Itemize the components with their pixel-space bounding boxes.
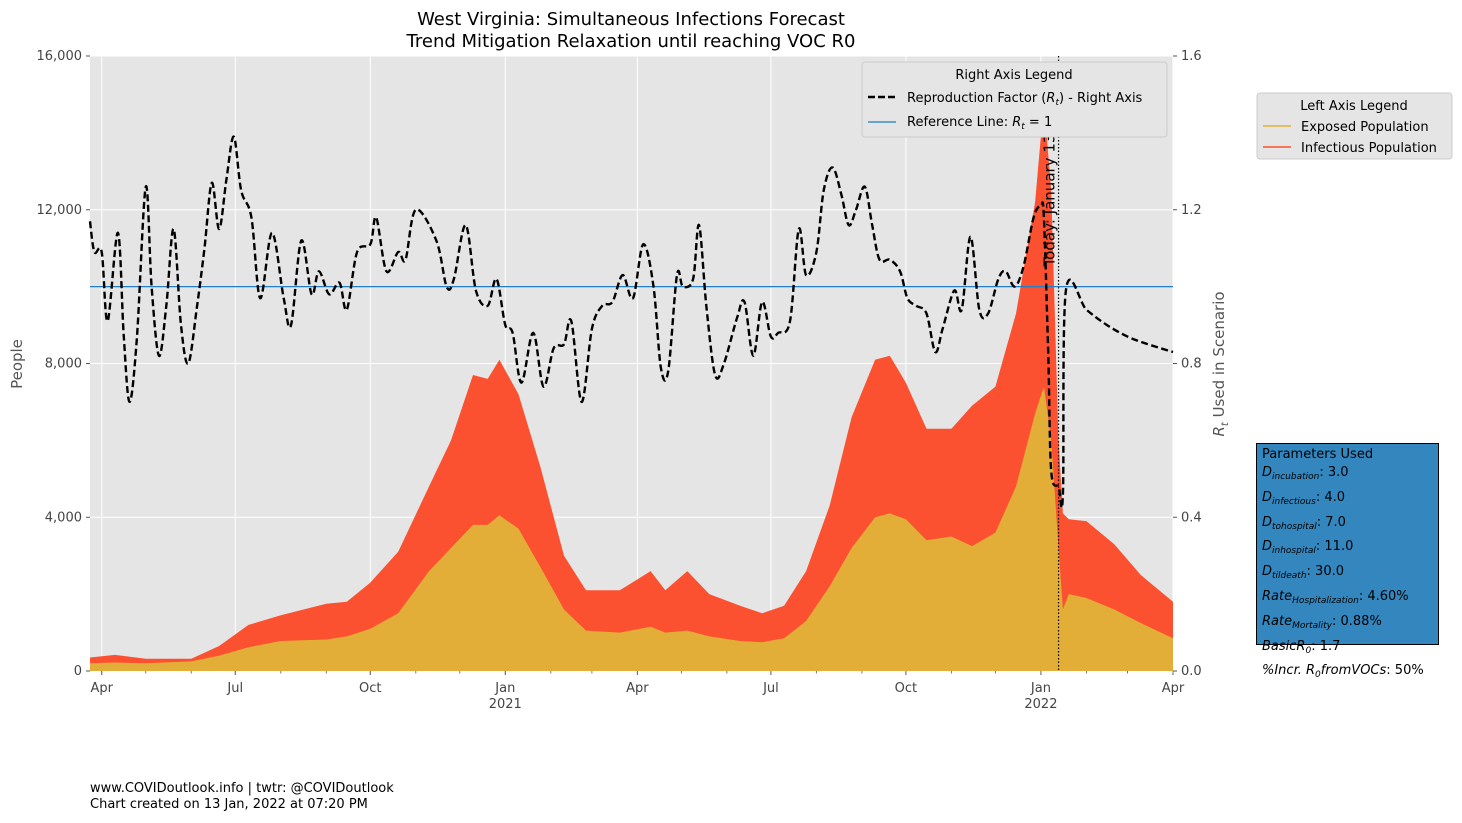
left-tick-label: 16,000 [37,49,83,64]
parameter-subscript: tohospital [1272,521,1317,532]
right-tick-label: 1.6 [1181,49,1202,64]
x-tick-label: Apr [626,681,649,696]
parameter-row: Dtildeath: 30.0 [1262,562,1433,587]
left-tick-label: 0 [74,664,82,679]
parameter-value: : 30.0 [1306,564,1345,580]
parameter-name: D [1262,539,1273,555]
left-tick-label: 12,000 [37,203,83,218]
x-tick-label: Jul [762,681,779,696]
parameter-name: D [1262,465,1273,480]
x-tick-label: Jul [226,681,243,696]
right-tick-label: 1.2 [1181,203,1202,218]
x-tick-label: Apr [90,681,113,696]
parameter-subscript: Mortality [1292,620,1332,631]
parameter-row: BasicR0: 1.7 [1262,637,1433,662]
parameter-subscript: 0 [1315,670,1321,681]
parameter-value: : 4.0 [1315,489,1345,505]
parameter-name: D [1262,514,1273,530]
right-axis-label: Rt Used in Scenario [1210,291,1231,436]
legend-rt-label: Reproduction Factor (Rt) - Right Axis [907,91,1143,108]
x-tick-label: Apr [1162,681,1185,696]
footer-created-date: Chart created on 13 Jan, 2022 at 07:20 P… [90,797,368,812]
parameter-name: D [1262,564,1273,580]
right-tick-label: 0.0 [1181,664,1202,679]
left-tick-label: 4,000 [45,510,82,525]
parameter-row: Dtohospital: 7.0 [1262,513,1433,538]
legend-exposed-label: Exposed Population [1301,120,1429,135]
rt-line [88,135,1174,509]
left-axis-legend: Left Axis Legend Exposed Population Infe… [1256,92,1453,160]
parameter-subscript: infectious [1272,496,1316,507]
parameters-list: Dincubation: 3.0 Dinfectious: 4.0 Dtohospi… [1262,463,1433,686]
x-tick-label: Oct [359,681,381,696]
x-tick-label: Jan [494,681,515,696]
parameter-name: Rate [1262,613,1293,629]
chart-title-line1: West Virginia: Simultaneous Infections F… [417,9,845,30]
axes: 0 4,000 8,000 12,000 16,000 0.0 0.4 0.8 1.2 1.6 Ap… [37,49,1202,712]
right-tick-label: 0.4 [1181,510,1202,525]
parameter-name: %Incr. R [1262,663,1316,679]
parameter-name: D [1262,489,1273,505]
parameter-subscript: 0 [1305,645,1312,656]
gridlines [90,55,1174,672]
left-legend-box [1256,92,1453,160]
left-tick-label: 8,000 [45,357,82,372]
parameter-row: Dinhospital: 11.0 [1262,537,1433,562]
parameter-subscript: Hospitalization [1292,595,1359,606]
legend-infectious-label: Infectious Population [1301,141,1437,156]
left-legend-title: Left Axis Legend [1300,99,1407,114]
parameter-subscript: incubation [1272,472,1320,482]
left-axis-label: People [8,339,26,389]
parameter-name: Rate [1262,588,1293,604]
parameter-subscript: inhospital [1272,546,1316,557]
parameter-row: RateMortality: 0.88% [1262,612,1433,637]
parameter-value: : 3.0 [1319,465,1349,480]
parameter-subscript: tildeath [1272,571,1307,582]
parameter-value: : 7.0 [1316,514,1346,530]
line-series [88,56,1174,671]
parameter-name: BasicR [1262,638,1306,654]
footer-credits: www.COVIDoutlook.info | twtr: @COVIDoutl… [90,781,394,796]
right-axis-legend: Right Axis Legend Reproduction Factor (R… [861,61,1168,138]
x-year-label: 2022 [1024,697,1057,712]
right-legend-title: Right Axis Legend [955,68,1072,83]
parameters-title: Parameters Used [1262,447,1374,462]
parameter-row: Dinfectious: 4.0 [1262,488,1433,513]
x-tick-label: Oct [895,681,917,696]
x-tick-label: Jan [1030,681,1051,696]
right-legend-box [861,61,1168,138]
parameters-box: Parameters Used Dincubation: 3.0 Dinfecti… [1256,443,1439,680]
today-label: Today: January 13 [1041,134,1059,268]
area-series [90,102,1173,672]
x-year-label: 2021 [489,697,522,712]
parameter-row: Dincubation: 3.0 [1262,463,1433,488]
chart-title-line2: Trend Mitigation Relaxation until reachi… [406,31,856,52]
parameter-value: : 0.88% [1331,613,1382,629]
parameter-row: RateHospitalization: 4.60% [1262,587,1433,612]
parameter-value: : 4.60% [1358,588,1409,604]
legend-ref-label: Reference Line: Rt = 1 [907,115,1052,132]
parameter-value: : 1.7 [1311,638,1341,654]
parameter-suffix: fromVOCs [1320,663,1387,679]
parameter-value: : 50% [1386,663,1424,679]
today-label-group: Today: January 13 [1041,134,1059,268]
exposed-area [90,386,1173,671]
parameter-row: %Incr. R0fromVOCs: 50% [1262,661,1433,686]
right-tick-label: 0.8 [1181,357,1202,372]
parameter-value: : 11.0 [1315,539,1354,555]
